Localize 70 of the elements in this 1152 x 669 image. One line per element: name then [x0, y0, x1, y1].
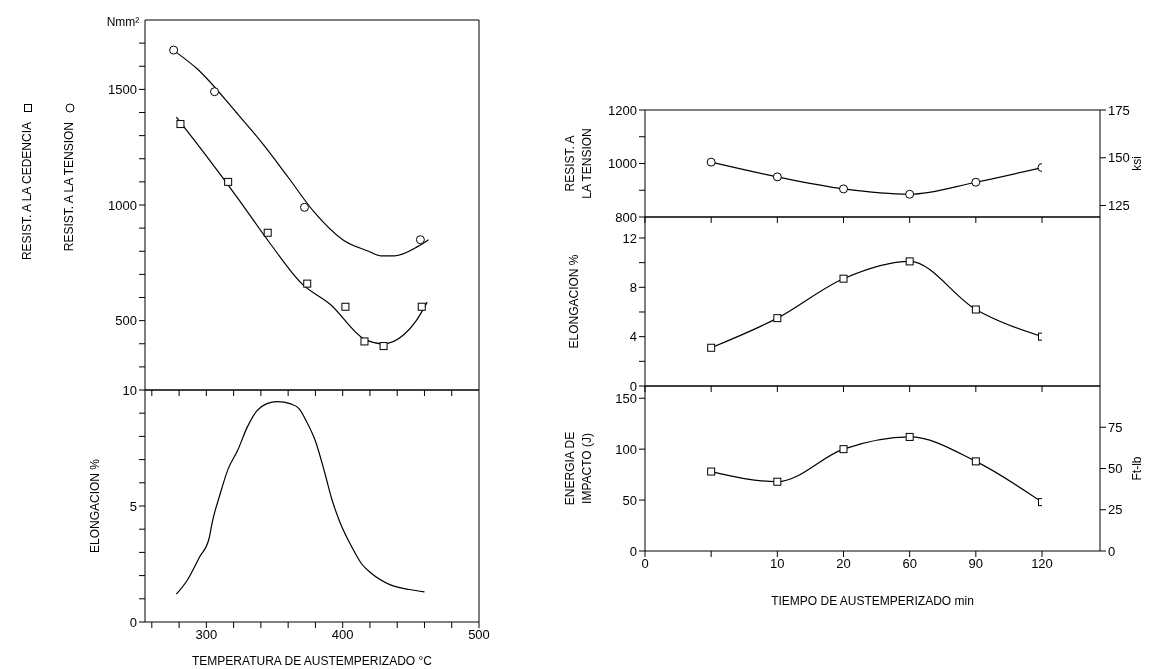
x-axis-title: TEMPERATURA DE AUSTEMPERIZADO °C — [192, 654, 433, 668]
point — [341, 302, 350, 311]
y-tick-label: 1000 — [608, 156, 637, 172]
point — [905, 432, 914, 441]
point — [773, 314, 782, 323]
y-tick-label: 800 — [615, 209, 637, 225]
y-tick-label: 1500 — [108, 81, 137, 97]
point — [707, 467, 716, 476]
point — [905, 257, 914, 266]
y-tick-label: 5 — [129, 498, 137, 514]
x-tick-label: 10 — [770, 556, 785, 572]
point — [706, 157, 716, 167]
y2-tick-label: 50 — [1108, 461, 1123, 477]
y-tick-label: 50 — [622, 492, 637, 508]
point — [905, 189, 915, 199]
y2-tick-label: 0 — [1108, 543, 1116, 559]
y-tick-label: 100 — [615, 441, 637, 457]
point — [971, 457, 980, 466]
y-axis-title: ENERGIA DE IMPACTO (J) — [562, 431, 594, 506]
x-tick-label: 60 — [902, 556, 917, 572]
x-tick-label: 120 — [1031, 556, 1053, 572]
x-tick-label: 400 — [331, 627, 354, 643]
point — [360, 337, 369, 346]
y-tick-label: 12 — [622, 230, 637, 246]
y2-tick-label: 175 — [1108, 102, 1130, 118]
point — [210, 87, 220, 97]
y-tick-label: 4 — [629, 329, 637, 345]
y-tick-label: 1000 — [108, 197, 137, 213]
y2-tick-label: 150 — [1108, 150, 1130, 166]
point — [773, 477, 782, 486]
y2-tick-label: 25 — [1108, 502, 1123, 518]
y-tick-label: 0 — [129, 614, 137, 630]
point — [707, 343, 716, 352]
point — [169, 45, 179, 55]
point — [839, 184, 848, 194]
point — [772, 172, 782, 182]
point — [971, 177, 981, 187]
point — [303, 279, 312, 288]
y-axis-title: Nmm² — [106, 15, 140, 29]
y-tick-label: 500 — [115, 313, 137, 329]
x-tick-label: 0 — [641, 556, 649, 572]
y-tick-label: 1200 — [608, 102, 637, 118]
y-axis-title: ELONGACION % — [567, 254, 582, 349]
point — [176, 120, 185, 129]
y2-tick-label: 125 — [1108, 198, 1130, 214]
point — [415, 235, 425, 245]
y-axis-title: RESIST. A LA TENSION — [562, 128, 594, 199]
x-tick-label: 90 — [968, 556, 984, 572]
legend-label: RESIST. A LA TENSION — [62, 122, 77, 252]
point — [971, 305, 980, 314]
y2-tick-label: 75 — [1108, 419, 1123, 435]
y-tick-label: 0 — [629, 543, 637, 559]
point — [417, 302, 426, 311]
y-tick-label: 10 — [122, 382, 137, 398]
y-axis-title: ELONGACION % — [88, 458, 103, 554]
point — [263, 228, 272, 237]
y2-axis-title: Ft-lb — [1130, 456, 1145, 481]
legend-label: RESIST. A LA CEDENCIA — [20, 122, 35, 261]
x-tick-label: 500 — [468, 627, 490, 643]
point — [379, 342, 388, 351]
point — [224, 177, 233, 186]
point — [839, 445, 848, 454]
y2-axis-title: ksi — [1130, 156, 1145, 171]
x-axis-title: TIEMPO DE AUSTEMPERIZADO min — [771, 594, 974, 608]
x-tick-label: 300 — [195, 627, 218, 643]
x-tick-label: 20 — [836, 556, 851, 572]
point — [300, 202, 309, 212]
y-tick-label: 8 — [629, 279, 637, 295]
line-series — [175, 401, 426, 595]
point — [839, 274, 848, 283]
